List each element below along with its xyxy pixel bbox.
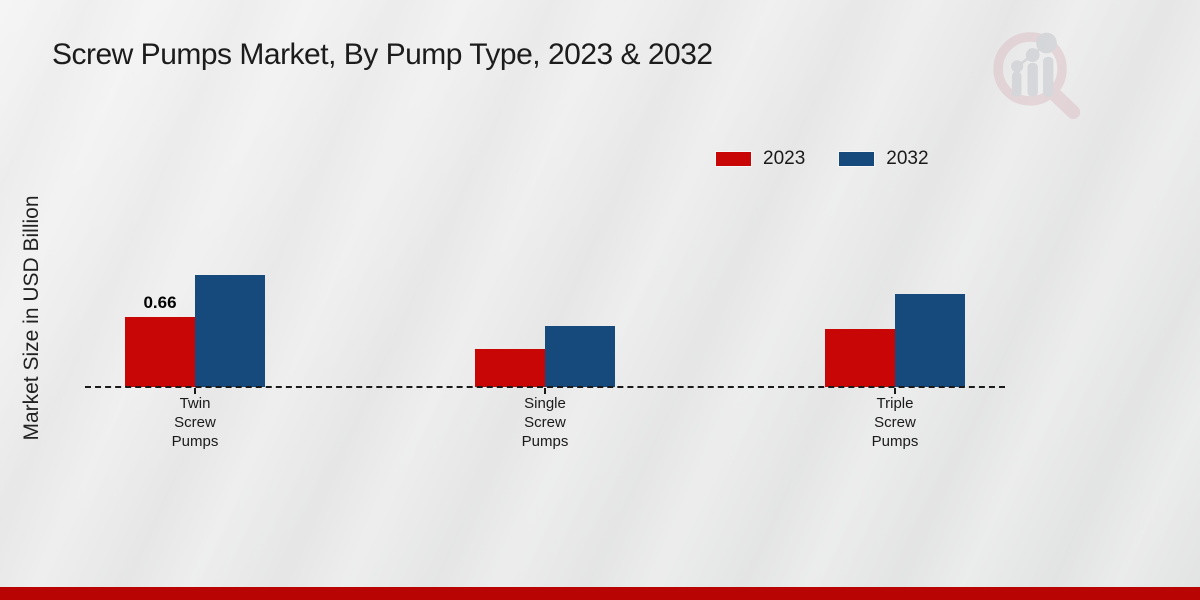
x-axis-tick-single-screw-pumps — [544, 388, 546, 394]
legend: 2023 2032 — [716, 148, 929, 170]
bar-2023-twin-screw-pumps — [125, 317, 195, 387]
bar-2032-twin-screw-pumps — [195, 275, 265, 387]
bar-2023-single-screw-pumps — [475, 349, 545, 387]
footer-red-band — [0, 587, 1200, 600]
bar-2023-triple-screw-pumps — [825, 329, 895, 387]
legend-item-2032: 2032 — [839, 148, 929, 170]
category-label-twin-screw-pumps: Twin Screw Pumps — [171, 395, 219, 450]
bar-2032-triple-screw-pumps — [895, 294, 965, 387]
magnifier-chart-icon — [993, 32, 1081, 119]
legend-label-2032: 2032 — [886, 148, 929, 169]
x-axis-tick-triple-screw-pumps — [894, 388, 896, 394]
x-axis-baseline — [85, 386, 1005, 388]
legend-swatch-2023 — [716, 152, 751, 166]
bar-2032-single-screw-pumps — [545, 326, 615, 387]
data-label-2023-twin-screw-pumps: 0.66 — [143, 293, 177, 312]
legend-label-2023: 2023 — [763, 148, 806, 169]
chart-title: Screw Pumps Market, By Pump Type, 2023 &… — [52, 38, 713, 71]
category-label-triple-screw-pumps: Triple Screw Pumps — [871, 395, 919, 450]
legend-item-2023: 2023 — [716, 148, 805, 170]
brand-watermark-logo — [988, 24, 1086, 119]
legend-swatch-2032 — [839, 152, 875, 166]
category-label-single-screw-pumps: Single Screw Pumps — [521, 395, 569, 450]
x-axis-tick-twin-screw-pumps — [194, 388, 196, 394]
